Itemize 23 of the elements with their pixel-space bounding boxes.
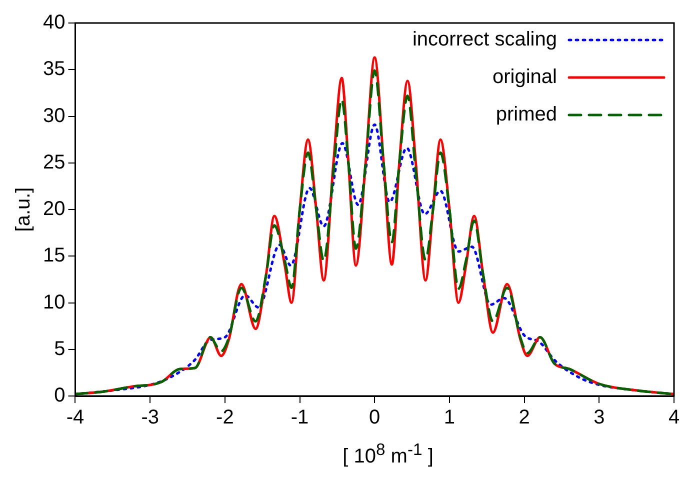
y-tick-label: 20 — [42, 198, 66, 220]
x-tick-label: 3 — [594, 406, 605, 429]
x-axis-title: [ 10$^{8}$ m$^{-1}$ ] — [342, 440, 434, 469]
x-tick-label: -4 — [66, 406, 84, 429]
legend-label: original — [492, 66, 557, 88]
x-tick-label: -3 — [141, 406, 159, 429]
legend-label: primed — [496, 104, 557, 126]
y-tick-label: 15 — [42, 244, 66, 267]
x-tick-label: 2 — [518, 406, 530, 429]
x-tick-label: -2 — [216, 406, 234, 429]
x-tick-label: 0 — [369, 406, 380, 429]
x-tick-label: 4 — [668, 406, 680, 429]
x-tick-label: -1 — [290, 406, 309, 429]
y-tick-label: 30 — [42, 104, 66, 127]
legend-label: incorrect scaling — [412, 28, 557, 51]
y-tick-label: 40 — [42, 12, 66, 34]
y-axis-title: [a.u.] — [12, 187, 35, 232]
y-tick-label: 0 — [54, 384, 66, 407]
y-tick-label: 25 — [42, 151, 66, 174]
x-tick-label: 1 — [444, 406, 456, 429]
y-tick-label: 35 — [42, 58, 66, 80]
y-tick-label: 5 — [54, 338, 66, 360]
y-tick-label: 10 — [42, 291, 66, 314]
